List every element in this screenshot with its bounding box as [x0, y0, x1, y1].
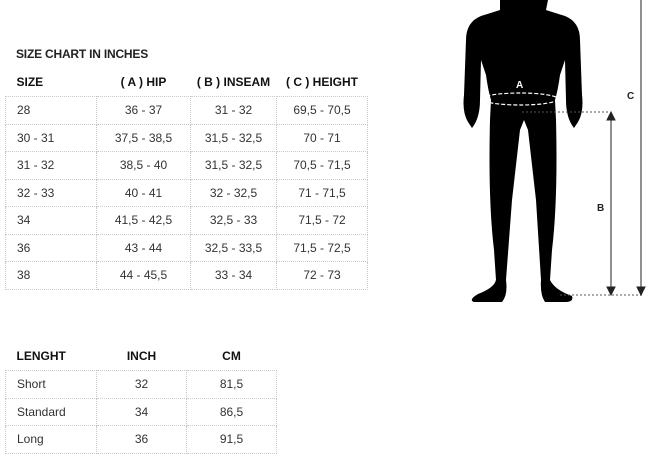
size-cell: 30 - 31: [5, 123, 97, 152]
size-chart-title: SIZE CHART IN INCHES: [16, 47, 149, 61]
header-size: SIZE: [16, 75, 44, 89]
inseam-cell: 32 - 32,5: [190, 178, 277, 207]
size-cell: 38: [5, 261, 97, 290]
header-height: ( C ) HEIGHT: [286, 75, 358, 89]
hip-cell: 41,5 - 42,5: [96, 206, 191, 235]
table-row: Standard 34 86,5: [5, 397, 277, 426]
cm-cell: 86,5: [186, 397, 277, 426]
hip-cell: 43 - 44: [96, 233, 191, 262]
size-cell: 31 - 32: [5, 151, 97, 180]
height-cell: 71,5 - 72: [276, 206, 368, 235]
header-length: LENGHT: [16, 349, 66, 363]
cm-cell: 91,5: [186, 425, 277, 454]
height-arrow: [636, 0, 646, 297]
size-cell: 32 - 33: [5, 178, 97, 207]
inch-cell: 32: [96, 370, 187, 399]
table-row: 36 43 - 44 32,5 - 33,5 71,5 - 72,5: [5, 233, 368, 262]
header-inseam: ( B ) INSEAM: [196, 75, 271, 89]
hip-cell: 38,5 - 40: [96, 151, 191, 180]
length-cell: Long: [5, 425, 97, 454]
size-chart-table: SIZE ( A ) HIP ( B ) INSEAM ( C ) HEIGHT…: [5, 68, 368, 290]
hip-cell: 36 - 37: [96, 96, 191, 125]
table-row: 34 41,5 - 42,5 32,5 - 33 71,5 - 72: [5, 206, 368, 235]
table-row: Short 32 81,5: [5, 370, 277, 399]
label-a: A: [516, 80, 523, 91]
length-chart-table: LENGHT INCH CM Short 32 81,5 Standard 34 86,5…: [5, 342, 277, 454]
inseam-cell: 31,5 - 32,5: [190, 151, 277, 180]
table-header: LENGHT INCH CM: [6, 342, 277, 371]
height-cell: 70 - 71: [276, 123, 368, 152]
body-silhouette: [463, 0, 583, 302]
inseam-cell: 33 - 34: [190, 261, 277, 290]
height-cell: 72 - 73: [276, 261, 368, 290]
table-row: 28 36 - 37 31 - 32 69,5 - 70,5: [5, 96, 368, 125]
hip-measure-line: [481, 92, 559, 106]
table-row: 30 - 31 37,5 - 38,5 31,5 - 32,5 70 - 71: [5, 123, 368, 152]
table-row: Long 36 91,5: [5, 425, 277, 454]
height-cell: 70,5 - 71,5: [276, 151, 368, 180]
size-cell: 28: [5, 96, 97, 125]
header-cm: CM: [222, 349, 241, 363]
header-hip: ( A ) HIP: [120, 75, 167, 89]
table-row: 31 - 32 38,5 - 40 31,5 - 32,5 70,5 - 71,5: [5, 151, 368, 180]
table-row: 38 44 - 45,5 33 - 34 72 - 73: [5, 261, 368, 290]
inseam-cell: 31 - 32: [190, 96, 277, 125]
label-c: C: [627, 91, 634, 102]
table-row: 32 - 33 40 - 41 32 - 32,5 71 - 71,5: [5, 178, 368, 207]
hip-cell: 44 - 45,5: [96, 261, 191, 290]
label-b: B: [597, 203, 604, 214]
size-cell: 34: [5, 206, 97, 235]
inseam-cell: 32,5 - 33: [190, 206, 277, 235]
height-cell: 69,5 - 70,5: [276, 96, 368, 125]
header-inch: INCH: [126, 349, 157, 363]
table-header: SIZE ( A ) HIP ( B ) INSEAM ( C ) HEIGHT: [6, 68, 368, 97]
height-cell: 71 - 71,5: [276, 178, 368, 207]
cm-cell: 81,5: [186, 370, 277, 399]
hip-cell: 40 - 41: [96, 178, 191, 207]
inseam-arrow: [606, 110, 616, 297]
inch-cell: 36: [96, 425, 187, 454]
length-cell: Standard: [5, 397, 97, 426]
